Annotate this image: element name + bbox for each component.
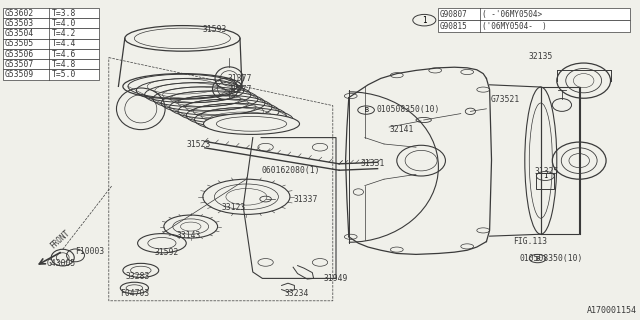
- Text: 33283: 33283: [125, 272, 150, 281]
- Text: 1: 1: [543, 173, 547, 179]
- Text: ( -'06MY0504>: ( -'06MY0504>: [482, 10, 542, 19]
- Text: 32135: 32135: [529, 52, 553, 61]
- Text: 31523: 31523: [186, 140, 211, 149]
- Text: G43005: G43005: [46, 260, 76, 268]
- Text: F10003: F10003: [75, 247, 104, 256]
- Bar: [541, 87, 579, 234]
- Ellipse shape: [204, 113, 300, 134]
- Text: A170001154: A170001154: [587, 306, 637, 315]
- Bar: [3, 39, 99, 49]
- Text: 31337: 31337: [293, 196, 317, 204]
- Text: FIG.113: FIG.113: [513, 237, 547, 246]
- Text: G53509: G53509: [4, 70, 34, 79]
- Bar: [438, 8, 630, 20]
- Text: G73521: G73521: [491, 95, 520, 104]
- Text: 31949: 31949: [324, 274, 348, 283]
- Text: T=4.2: T=4.2: [52, 29, 76, 38]
- Text: G90807: G90807: [440, 10, 467, 19]
- Text: 010508350(10): 010508350(10): [376, 105, 440, 114]
- Text: T=4.6: T=4.6: [52, 50, 76, 59]
- Text: G53506: G53506: [4, 50, 34, 59]
- Text: 32141: 32141: [390, 125, 414, 134]
- Text: 31377: 31377: [228, 85, 252, 94]
- Text: G90815: G90815: [440, 22, 467, 31]
- Text: 31377: 31377: [228, 74, 252, 83]
- Text: 33234: 33234: [285, 289, 309, 298]
- Text: 31325: 31325: [535, 167, 559, 176]
- Text: T=4.4: T=4.4: [52, 39, 76, 48]
- Bar: [3, 49, 99, 59]
- Text: G53507: G53507: [4, 60, 34, 69]
- Text: ('06MY0504-  ): ('06MY0504- ): [482, 22, 547, 31]
- Text: G53504: G53504: [4, 29, 34, 38]
- Bar: [3, 28, 99, 39]
- Text: G53505: G53505: [4, 39, 34, 48]
- Text: G53602: G53602: [4, 9, 34, 18]
- Text: G53503: G53503: [4, 19, 34, 28]
- Text: T=5.0: T=5.0: [52, 70, 76, 79]
- Text: 1: 1: [422, 16, 427, 25]
- Text: 31592: 31592: [154, 248, 179, 257]
- Text: 33123: 33123: [221, 204, 246, 212]
- Bar: [3, 8, 99, 18]
- Text: FRONT: FRONT: [48, 228, 71, 250]
- Bar: [3, 69, 99, 80]
- Text: F04703: F04703: [120, 289, 149, 298]
- Bar: [438, 20, 630, 32]
- Bar: [536, 173, 554, 189]
- Text: 010508350(10): 010508350(10): [520, 254, 584, 263]
- Text: B: B: [536, 256, 540, 261]
- Text: T=4.8: T=4.8: [52, 60, 76, 69]
- Text: 31593: 31593: [202, 25, 227, 34]
- Text: B: B: [364, 107, 368, 113]
- Text: T=3.8: T=3.8: [52, 9, 76, 18]
- Text: 060162080(1): 060162080(1): [262, 166, 321, 175]
- Text: T=4.0: T=4.0: [52, 19, 76, 28]
- Bar: [3, 18, 99, 28]
- Bar: [3, 59, 99, 69]
- Text: 31331: 31331: [361, 159, 385, 168]
- Text: 33143: 33143: [177, 231, 201, 240]
